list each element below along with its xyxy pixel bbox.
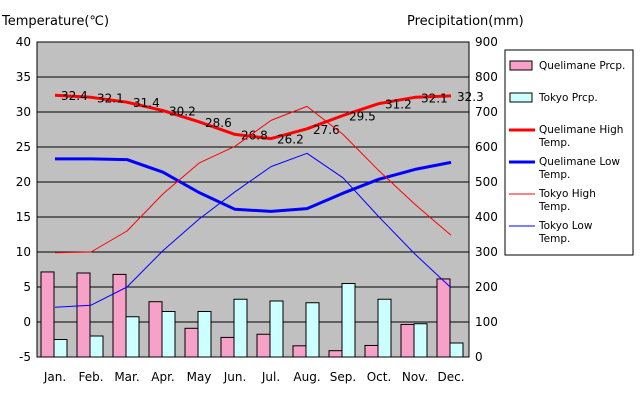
left-tick-label: 5 (23, 280, 31, 294)
data-label: 31.2 (385, 98, 412, 112)
category-label: May (187, 370, 212, 384)
data-label: 31.4 (133, 96, 160, 110)
left-tick-label: 15 (16, 210, 31, 224)
series-line (55, 157, 452, 213)
right-tick-label: 600 (475, 140, 498, 154)
series-line (54, 93, 452, 141)
bar (364, 344, 379, 358)
bar (233, 298, 248, 358)
series-line (54, 105, 452, 254)
category-label: Jun. (223, 370, 247, 384)
left-tick-label: 10 (16, 245, 31, 259)
legend-label: Tokyo Prcp. (538, 92, 598, 104)
data-label: 27.6 (313, 123, 340, 137)
data-label: 28.6 (205, 116, 232, 130)
bar (220, 336, 235, 358)
bar (89, 335, 104, 358)
series-line (54, 152, 452, 308)
left-tick-label: 35 (16, 70, 31, 84)
bar (269, 300, 284, 358)
left-tick-label: -5 (19, 350, 31, 364)
right-tick-label: 400 (475, 210, 498, 224)
plot-background (37, 42, 469, 357)
bar (377, 298, 392, 358)
bar (53, 339, 68, 358)
category-label: Jan. (43, 370, 66, 384)
bar (112, 273, 127, 358)
left-axis-title: Temperature(℃) (1, 14, 109, 29)
bar (76, 272, 91, 358)
data-label: 32.3 (457, 90, 484, 104)
plot-layer: 32.4 32.1 31.4 30.2 28.6 26.8 26.2 27.6 29.5 31.2… (16, 35, 498, 384)
left-tick-label: 25 (16, 140, 31, 154)
bar (305, 302, 320, 358)
legend-swatch (509, 92, 533, 103)
data-label: 32.1 (97, 91, 124, 105)
legend-swatch (509, 60, 533, 71)
legend-label: Tokyo High Temp. (538, 188, 596, 213)
bar (400, 323, 415, 358)
bar (341, 283, 356, 358)
category-label: Aug. (293, 370, 320, 384)
category-label: Apr. (151, 370, 174, 384)
category-label: Oct. (367, 370, 392, 384)
bar (449, 342, 464, 358)
right-tick-label: 100 (475, 315, 498, 329)
legend: Quelimane Prcp. Tokyo Prcp. Quelimane High… (504, 49, 634, 256)
bar (148, 301, 163, 358)
right-tick-label: 500 (475, 175, 498, 189)
right-tick-label: 900 (475, 35, 498, 49)
bar (197, 311, 212, 358)
bar (40, 271, 55, 358)
left-tick-label: 30 (16, 105, 31, 119)
legend-label: Quelimane Prcp. (539, 60, 625, 72)
data-label: 30.2 (169, 105, 196, 119)
right-tick-label: 700 (475, 105, 498, 119)
category-label: Sep. (330, 370, 356, 384)
category-label: Dec. (437, 370, 464, 384)
legend-box (504, 49, 634, 256)
right-axis-title: Precipitation(mm) (407, 14, 524, 29)
bar (161, 311, 176, 358)
data-label: 32.1 (421, 91, 448, 105)
legend-label: Tokyo Low Temp. (538, 220, 593, 245)
category-label: Mar. (114, 370, 139, 384)
legend-label: Quelimane High Temp. (538, 124, 623, 149)
data-label: 26.8 (241, 128, 268, 142)
category-label: Feb. (78, 370, 103, 384)
bar (328, 350, 343, 358)
right-tick-label: 800 (475, 70, 498, 84)
data-label: 29.5 (349, 110, 376, 124)
bar (256, 333, 271, 358)
bar (413, 323, 428, 358)
left-tick-label: 0 (23, 315, 31, 329)
category-label: Nov. (402, 370, 428, 384)
legend-label: Quelimane Low Temp. (538, 156, 620, 181)
data-label: 32.4 (61, 89, 88, 103)
left-tick-label: 40 (16, 35, 31, 49)
data-label: 26.2 (277, 133, 304, 147)
right-tick-label: 200 (475, 280, 498, 294)
bar (184, 327, 199, 358)
bar (436, 278, 451, 358)
right-tick-label: 300 (475, 245, 498, 259)
left-tick-label: 20 (16, 175, 31, 189)
bar (292, 345, 307, 358)
plot-border (36, 41, 470, 358)
right-tick-label: 0 (475, 350, 483, 364)
category-label: Jul. (261, 370, 280, 384)
bar (125, 316, 140, 358)
